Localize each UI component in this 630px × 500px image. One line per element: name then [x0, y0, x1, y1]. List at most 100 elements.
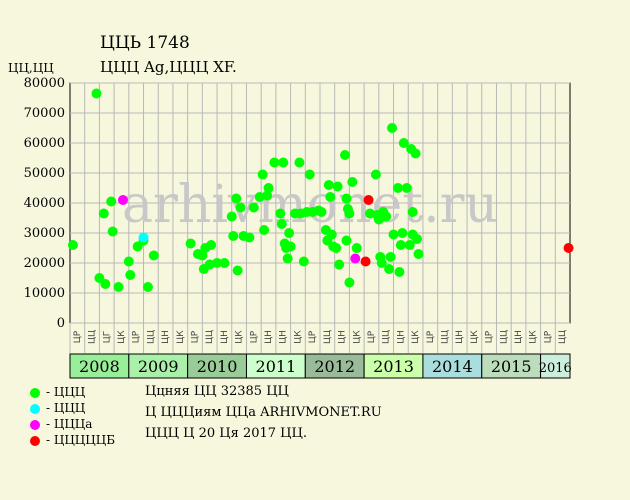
y-tick-label: 30000: [24, 226, 65, 241]
year-band: [363, 353, 424, 379]
data-point: [138, 232, 149, 243]
data-point: [323, 180, 334, 190]
legend-item: - ЦЦЦЦЦБ: [30, 432, 115, 448]
quarter-label: ЦН: [338, 330, 348, 344]
data-point: [113, 282, 124, 292]
data-point: [259, 225, 270, 235]
quarter-label: ЦР: [426, 330, 436, 343]
data-point: [107, 226, 118, 237]
data-point: [334, 259, 345, 270]
quarter-label: ЦГ: [102, 331, 112, 343]
y-tick-label: 70000: [24, 106, 65, 121]
data-point: [226, 211, 237, 222]
data-point: [385, 252, 396, 262]
quarter-label: ЦЦ: [205, 330, 215, 344]
data-point: [344, 208, 355, 219]
data-point: [232, 265, 243, 276]
legend-label: - ЦЦЦ: [46, 385, 86, 399]
quarter-label: ЦЦ: [323, 330, 333, 344]
data-point: [410, 148, 421, 159]
year-band: [540, 353, 571, 379]
data-point: [384, 264, 395, 274]
quarter-label: ЦР: [308, 330, 318, 343]
data-point: [341, 193, 352, 204]
note-line: Ццняя ЦЦ 32385 ЦЦ: [145, 384, 289, 399]
year-band: [422, 353, 483, 379]
legend-item: - ЦЦЦ: [30, 400, 85, 416]
data-point: [106, 196, 117, 207]
quarter-label: ЦН: [514, 330, 524, 344]
data-point: [262, 190, 273, 201]
data-point: [123, 256, 134, 267]
quarter-label: ЦН: [220, 330, 230, 344]
data-point: [284, 228, 295, 238]
data-point: [376, 258, 387, 268]
data-point: [326, 229, 337, 240]
legend-item: - ЦЦЦа: [30, 416, 92, 432]
quarter-label: ЦЦ: [146, 330, 156, 344]
data-point: [248, 202, 259, 213]
legend-item: - ЦЦЦ: [30, 384, 85, 400]
data-point: [148, 250, 159, 261]
data-point: [275, 208, 286, 219]
quarter-label: ЦК: [235, 330, 245, 344]
data-point: [263, 183, 274, 193]
quarter-label: ЦН: [279, 330, 289, 344]
y-tick-label: 10000: [24, 286, 65, 301]
year-band: [187, 353, 247, 379]
year-label: 2014: [432, 357, 473, 376]
data-point: [294, 157, 305, 168]
year-label: 2016: [539, 361, 572, 376]
data-point: [392, 183, 403, 193]
data-point: [231, 193, 242, 204]
chart-title: ЦЦЬ 1748: [100, 33, 190, 53]
y-tick-label: 40000: [24, 196, 65, 211]
data-point: [197, 250, 208, 261]
quarter-label: ЦН: [455, 330, 465, 344]
y-tick-label: 50000: [24, 166, 65, 181]
data-point: [206, 240, 217, 250]
data-point: [395, 240, 406, 250]
data-point: [304, 169, 315, 180]
data-point: [340, 150, 350, 160]
quarter-label: ЦК: [293, 330, 303, 344]
year-label: 2010: [197, 357, 238, 376]
note-line: ЦЦЦ Ц 20 Ця 2017 ЦЦ.: [145, 426, 307, 441]
quarter-label: ЦН: [161, 330, 171, 344]
legend-marker: [30, 435, 40, 446]
year-band: [128, 353, 189, 379]
data-point: [388, 229, 399, 240]
quarter-label: ЦН: [264, 330, 274, 344]
data-point: [370, 169, 381, 180]
data-point: [350, 253, 361, 264]
data-point: [401, 183, 412, 193]
quarter-label: ЦР: [249, 330, 259, 343]
quarter-label: ЦР: [73, 330, 83, 343]
data-point: [282, 253, 293, 264]
year-label: 2013: [373, 357, 414, 376]
y-axis-unit-label: ЦЦ,ЦЦ: [8, 61, 54, 75]
data-point: [276, 219, 287, 229]
quarter-label: ЦК: [176, 330, 186, 344]
year-label: 2011: [256, 357, 297, 376]
data-point: [412, 234, 423, 244]
data-point: [212, 258, 223, 268]
data-point: [360, 256, 371, 267]
y-tick-label: 0: [57, 316, 65, 331]
data-point: [351, 243, 362, 253]
year-label: 2009: [138, 357, 179, 376]
data-point: [125, 270, 136, 280]
data-point: [244, 232, 255, 243]
chart-subtitle: ЦЦЦ Ag,ЦЦЦ XF.: [100, 58, 237, 76]
quarter-label: ЦК: [529, 330, 539, 344]
y-tick-label: 20000: [24, 256, 65, 271]
quarter-label: ЦЦ: [88, 330, 98, 344]
data-point: [398, 138, 409, 148]
data-point: [269, 157, 280, 168]
data-point: [298, 256, 309, 267]
data-point: [235, 202, 246, 213]
quarter-label: ЦР: [485, 330, 495, 343]
data-point: [98, 208, 109, 219]
quarter-label: ЦК: [117, 330, 127, 344]
